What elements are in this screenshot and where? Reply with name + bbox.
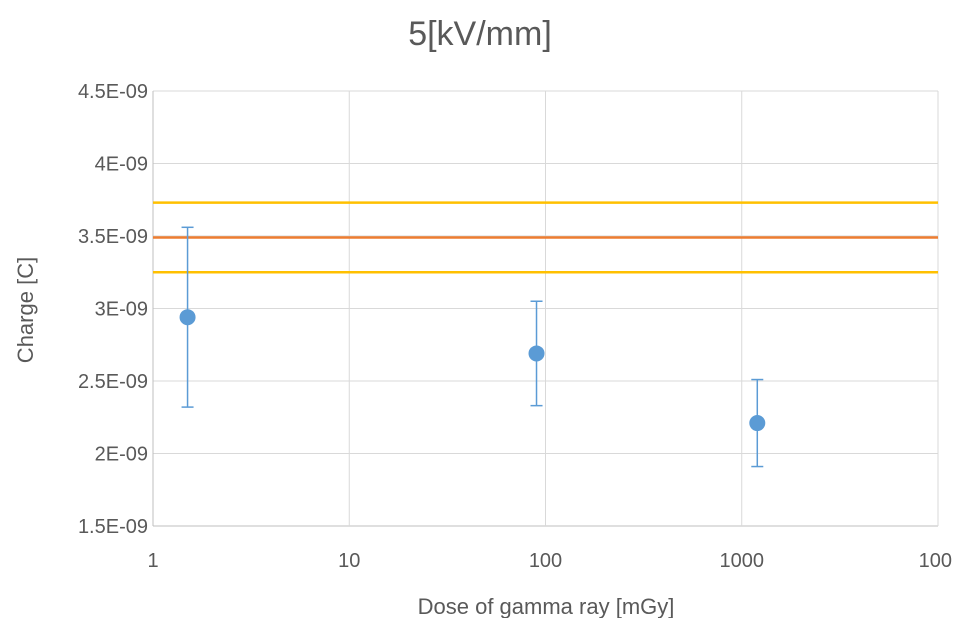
y-tick-label: 3E-09 — [95, 299, 148, 321]
y-tick-label: 2.5E-09 — [78, 371, 148, 393]
y-tick-label: 4.5E-09 — [78, 81, 148, 103]
data-point — [749, 415, 766, 432]
grid — [152, 90, 939, 527]
data-points — [179, 309, 766, 432]
chart-title: 5[kV/mm] — [408, 15, 552, 53]
x-tick-label: 1 — [147, 550, 158, 572]
x-tick-labels: 1 10 100 1000 100 — [147, 550, 952, 572]
y-axis-title: Charge [C] — [13, 257, 38, 363]
data-point — [528, 345, 545, 362]
y-tick-labels: 1.5E-09 2E-09 2.5E-09 3E-09 3.5E-09 4E-09 4.5E… — [78, 81, 148, 538]
x-axis-title: Dose of gamma ray [mGy] — [418, 594, 675, 618]
y-tick-label: 4E-09 — [95, 154, 148, 176]
y-tick-label: 3.5E-09 — [78, 226, 148, 248]
reference-lines — [153, 201, 938, 274]
y-tick-label: 1.5E-09 — [78, 516, 148, 538]
x-tick-label: 100 — [529, 550, 562, 572]
data-point — [179, 309, 196, 326]
error-bars — [181, 226, 764, 468]
x-tick-label: 100 — [919, 550, 952, 572]
x-tick-label: 1000 — [720, 550, 765, 572]
y-tick-label: 2E-09 — [95, 444, 148, 466]
x-tick-label: 10 — [338, 550, 360, 572]
